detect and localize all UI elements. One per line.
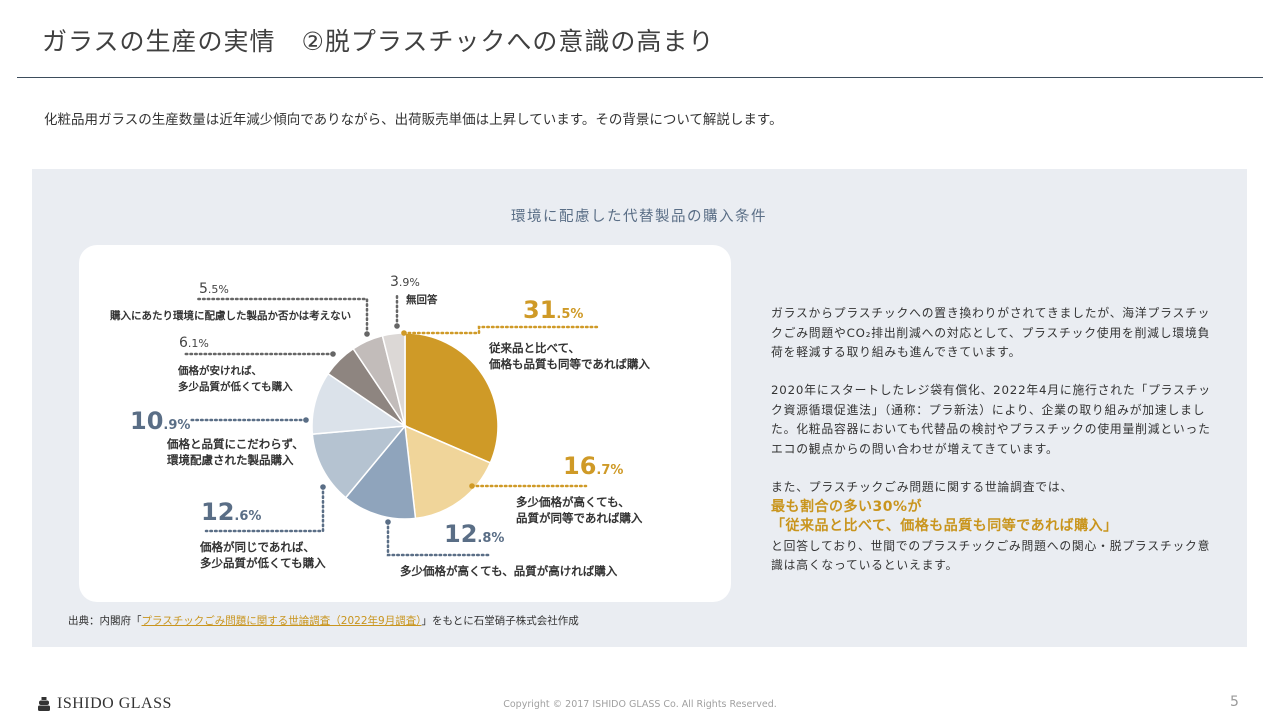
intro-text: 化粧品用ガラスの生産数量は近年減少傾向でありながら、出荷販売単価は上昇しています…: [44, 112, 783, 128]
page-title: ガラスの生産の実情 ②脱プラスチックへの意識の高まり: [42, 27, 715, 56]
leader-dot-6: [330, 351, 336, 357]
slice-label-line: 価格と品質にこだわらず、: [167, 437, 304, 451]
leader-dot-8: [394, 323, 400, 329]
title-divider: [17, 77, 1263, 78]
leader-dot-7: [364, 331, 370, 337]
page-number: 5: [1230, 694, 1239, 710]
pie-slice-2: [404, 424, 492, 520]
slice-label-line: 従来品と比べて、: [489, 341, 580, 355]
slice-label-line: 多少価格が高くても、品質が高ければ購入: [400, 564, 618, 578]
leader-dot-2: [469, 483, 475, 489]
source-link[interactable]: プラスチックごみ問題に関する世論調査（2022年9月調査）: [141, 615, 422, 627]
leader-dot-1: [401, 330, 407, 336]
explanation-paragraph-1: ガラスからプラスチックへの置き換わりがされてきましたが、海洋プラスチックごみ問題…: [771, 306, 1211, 359]
bottle-icon: [38, 697, 50, 711]
slice-label-line: 価格が安ければ、: [178, 365, 262, 377]
slice-label-6: 価格が安ければ、多少品質が低くても購入: [178, 363, 293, 395]
slice-label-line: 多少品質が低くても購入: [178, 381, 293, 393]
leader-line-1: [402, 325, 600, 335]
highlight-line-1: 最も割合の多い30%が: [771, 498, 923, 515]
slice-label-line: 多少品質が低くても購入: [200, 556, 326, 570]
slice-label-line: 購入にあたり環境に配慮した製品か否かは考えない: [110, 310, 352, 322]
pie-slice-4: [311, 425, 407, 499]
leader-dot-4: [320, 484, 326, 490]
slice-percentage-8: 3.9%: [390, 274, 420, 290]
leader-line-4: [204, 485, 325, 533]
slice-label-4: 価格が同じであれば、 多少品質が低くても購入: [200, 539, 326, 571]
slice-label-line: 多少価格が高くても、: [516, 495, 630, 509]
explanation-paragraph-3: また、プラスチックごみ問題に関する世論調査では、 最も割合の多い30%が 「従来…: [771, 478, 1211, 576]
slice-percentage-1: 31.5%: [523, 296, 584, 324]
source-prefix: 出典：内閣府「: [68, 615, 142, 627]
paragraph-3-end: と回答しており、世間でのプラスチックごみ問題への関心・脱プラスチック意識は高くな…: [771, 538, 1211, 573]
leader-line-3: [386, 520, 493, 557]
slice-label-3: 多少価格が高くても、品質が高ければ購入: [400, 563, 617, 579]
slice-label-line: 価格が同じであれば、: [200, 540, 315, 554]
slice-label-line: 無回答: [406, 294, 438, 306]
slice-label-line: 環境配慮された製品購入: [167, 453, 294, 467]
slice-label-7: 購入にあたり環境に配慮した製品か否かは考えない: [110, 308, 351, 324]
slice-percentage-4: 12.6%: [201, 498, 262, 526]
slice-label-8: 無回答: [406, 292, 438, 308]
slice-percentage-7: 5.5%: [199, 281, 229, 297]
leader-dot-5: [303, 417, 309, 423]
pie-slice-1: [404, 332, 499, 464]
copyright: Copyright © 2017 ISHIDO GLASS Co. All Ri…: [503, 699, 777, 710]
leader-line-7: [194, 297, 369, 336]
pie-slice-3: [344, 424, 417, 520]
paragraph-3-intro: また、プラスチックごみ問題に関する世論調査では、: [771, 480, 1074, 494]
slice-label-2: 多少価格が高くても、 品質が同等であれば購入: [516, 494, 642, 526]
slice-percentage-5: 10.9%: [130, 407, 191, 435]
slice-percentage-3: 12.8%: [444, 520, 505, 548]
company-logo: ISHIDO GLASS: [38, 695, 172, 713]
logo-text: ISHIDO GLASS: [57, 695, 172, 712]
leader-dot-3: [385, 519, 391, 525]
source-note: 出典：内閣府「プラスチックごみ問題に関する世論調査（2022年9月調査）」をもと…: [68, 613, 579, 628]
source-suffix: 」をもとに石堂硝子株式会社作成: [421, 615, 579, 627]
slice-label-line: 価格も品質も同等であれば購入: [489, 357, 650, 371]
slice-label-5: 価格と品質にこだわらず、 環境配慮された製品購入: [167, 436, 304, 468]
slice-label-line: 品質が同等であれば購入: [516, 511, 643, 525]
slice-percentage-6: 6.1%: [179, 335, 209, 351]
slice-percentage-2: 16.7%: [563, 452, 624, 480]
slice-label-1: 従来品と比べて、価格も品質も同等であれば購入: [489, 340, 650, 372]
explanation-paragraph-2: 2020年にスタートしたレジ袋有償化、2022年4月に施行された「プラスチック資…: [771, 383, 1211, 456]
highlight-line-2: 「従来品と比べて、価格も品質も同等であれば購入」: [771, 518, 1118, 534]
